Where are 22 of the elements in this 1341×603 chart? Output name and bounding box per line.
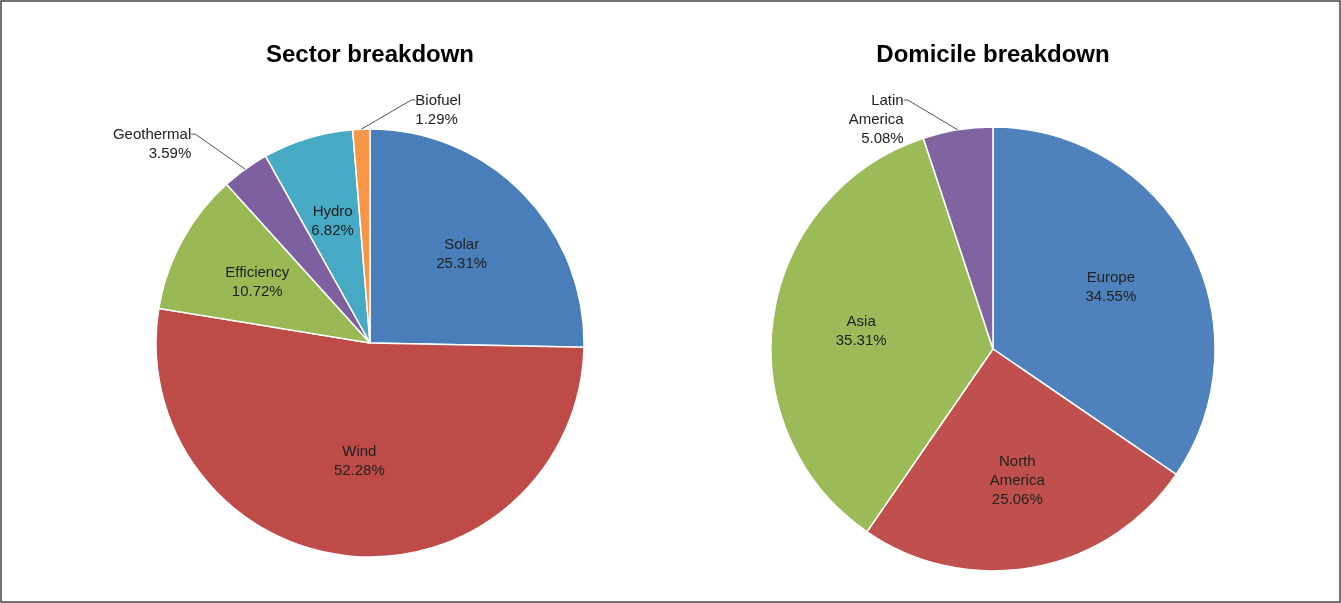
slice-label: Asia	[846, 311, 877, 329]
slice-label: Efficiency	[225, 263, 290, 281]
slice-label: North America	[989, 451, 1046, 488]
data-label: 52.28%	[333, 460, 385, 478]
data-label: 35.31%	[835, 330, 887, 348]
data-label: 10.72%	[231, 282, 283, 300]
slice-label: Latin America	[848, 91, 905, 127]
chart-title: Domicile breakdown	[876, 40, 1110, 67]
data-label: 5.08%	[861, 129, 904, 146]
data-label: 1.29%	[415, 110, 458, 127]
slice-label: Solar	[444, 234, 480, 252]
data-label: 6.82%	[311, 220, 354, 238]
slice-label: Geothermal	[112, 125, 192, 143]
data-label: 25.06%	[991, 489, 1043, 507]
slice-label: Biofuel	[415, 91, 462, 108]
slice-label: Europe	[1086, 268, 1135, 286]
slice-label: Hydro	[312, 201, 353, 219]
data-label: 34.55%	[1085, 287, 1137, 305]
data-label: 3.59%	[148, 144, 192, 162]
chart-title: Sector breakdown	[265, 40, 475, 67]
data-label: 25.31%	[436, 253, 488, 271]
slice-label: Wind	[342, 441, 377, 459]
